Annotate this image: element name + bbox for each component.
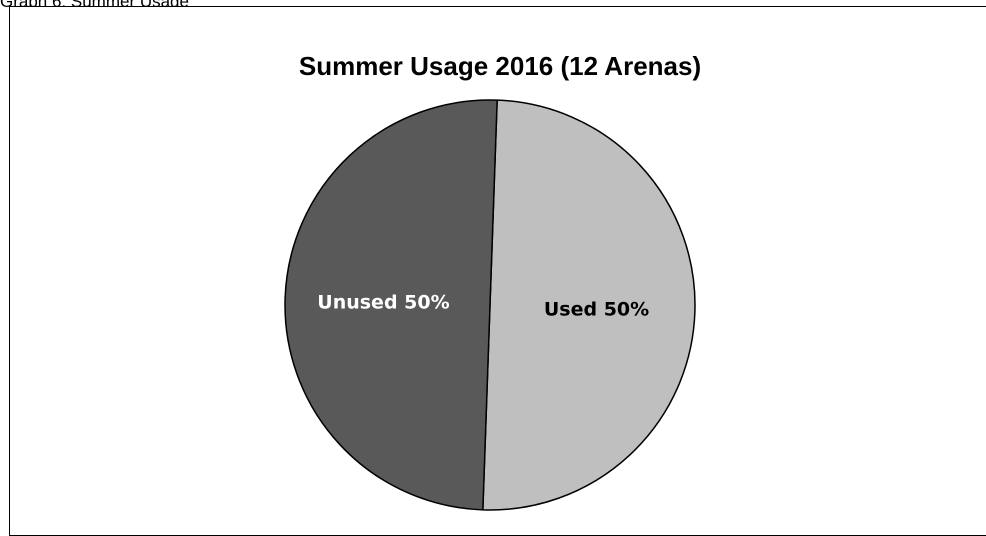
chart-title: Summer Usage 2016 (12 Arenas): [298, 51, 702, 81]
pie-label-unused: Unused 50%: [317, 291, 449, 313]
pie-labels: Used 50% Unused 50%: [317, 291, 649, 320]
pie-chart: Used 50% Unused 50%: [284, 99, 696, 511]
figure-caption: Graph 6: Summer Usage: [0, 0, 189, 12]
pie-slice-unused: [284, 99, 498, 511]
pie-slices: [284, 99, 696, 511]
pie-label-used: Used 50%: [544, 299, 649, 321]
pie-slice-used: [482, 99, 696, 511]
